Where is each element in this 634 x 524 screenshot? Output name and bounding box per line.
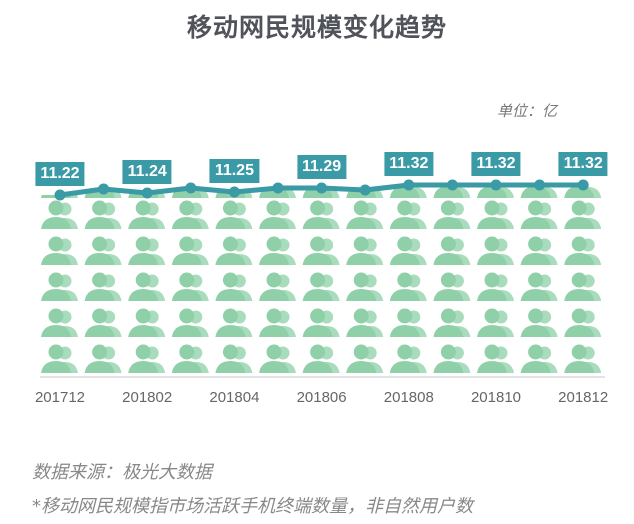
data-point (98, 183, 110, 195)
data-point (141, 187, 153, 199)
value-label: 11.32 (558, 152, 608, 176)
x-tick-label: 201808 (383, 389, 434, 406)
footnote: *移动网民规模指市场活跃手机终端数量，非自然用户数 (32, 496, 473, 517)
data-points (54, 179, 589, 201)
value-label: 11.32 (471, 152, 521, 176)
data-point (272, 182, 284, 194)
value-label: 11.29 (297, 155, 347, 179)
line-chart: 11.22 11.24 11.25 11.29 11.32 11.32 11.32 2017… (34, 152, 609, 406)
data-point (316, 182, 328, 194)
person-icon-grid (41, 185, 602, 373)
x-tick-label: 201806 (296, 389, 347, 406)
data-point (446, 179, 458, 191)
data-point (185, 182, 197, 194)
data-point (490, 179, 502, 191)
x-tick-label: 201804 (209, 389, 260, 406)
chart-plot (40, 179, 605, 378)
x-tick-label: 201802 (122, 389, 173, 406)
value-label: 11.24 (122, 160, 172, 184)
data-point (403, 179, 415, 191)
x-tick-label: 201810 (470, 389, 522, 406)
data-point (228, 186, 240, 198)
data-point (54, 189, 66, 201)
data-point (359, 184, 371, 196)
x-tick-label: 201712 (34, 389, 86, 406)
value-label: 11.22 (35, 162, 85, 186)
value-label: 11.25 (209, 159, 259, 183)
x-tick-label: 201812 (558, 389, 609, 406)
data-point (577, 179, 589, 191)
chart-title: 移动网民规模变化趋势 (186, 13, 447, 42)
unit-label: 单位：亿 (497, 102, 558, 120)
data-point (534, 179, 546, 191)
data-source: 数据来源：极光大数据 (32, 462, 212, 483)
value-label: 11.32 (384, 152, 434, 176)
